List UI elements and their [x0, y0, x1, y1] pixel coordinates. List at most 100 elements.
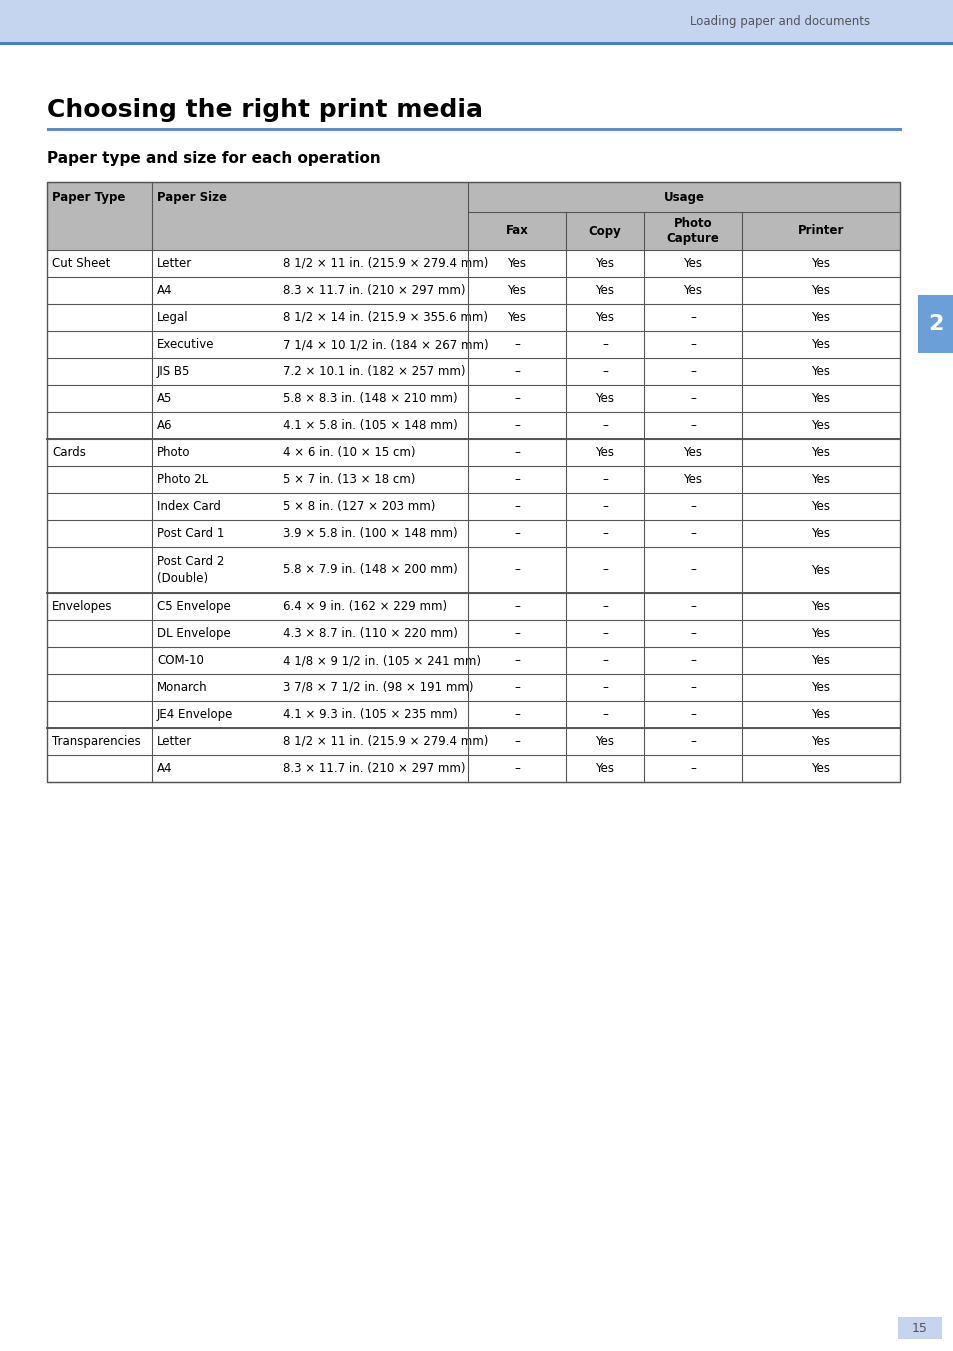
- Text: –: –: [689, 392, 695, 405]
- Text: 5 × 8 in. (127 × 203 mm): 5 × 8 in. (127 × 203 mm): [283, 500, 435, 513]
- Text: 6.4 × 9 in. (162 × 229 mm): 6.4 × 9 in. (162 × 229 mm): [283, 600, 447, 613]
- Text: JE4 Envelope: JE4 Envelope: [157, 708, 233, 721]
- Text: Yes: Yes: [682, 473, 701, 486]
- Text: Photo
Capture: Photo Capture: [666, 218, 719, 245]
- Text: –: –: [601, 419, 607, 432]
- Text: –: –: [514, 473, 519, 486]
- Text: Paper type and size for each operation: Paper type and size for each operation: [47, 150, 380, 166]
- Text: Paper Size: Paper Size: [157, 190, 227, 204]
- Text: 8.3 × 11.7 in. (210 × 297 mm): 8.3 × 11.7 in. (210 × 297 mm): [283, 762, 465, 775]
- Text: 7.2 × 10.1 in. (182 × 257 mm): 7.2 × 10.1 in. (182 × 257 mm): [283, 365, 465, 378]
- Text: –: –: [514, 446, 519, 459]
- Bar: [47, 182, 899, 782]
- Text: Usage: Usage: [662, 190, 703, 204]
- Bar: [917, 295, 953, 353]
- Text: Transparencies: Transparencies: [52, 735, 141, 748]
- Text: Yes: Yes: [507, 257, 526, 270]
- Text: –: –: [601, 708, 607, 721]
- Text: –: –: [689, 681, 695, 694]
- Text: –: –: [689, 563, 695, 577]
- Text: –: –: [689, 500, 695, 513]
- Text: –: –: [689, 338, 695, 351]
- Text: –: –: [514, 338, 519, 351]
- Text: C5 Envelope: C5 Envelope: [157, 600, 231, 613]
- Text: –: –: [514, 681, 519, 694]
- Text: Yes: Yes: [595, 392, 614, 405]
- Text: Yes: Yes: [595, 311, 614, 324]
- Text: 5.8 × 8.3 in. (148 × 210 mm): 5.8 × 8.3 in. (148 × 210 mm): [283, 392, 457, 405]
- Text: 5.8 × 7.9 in. (148 × 200 mm): 5.8 × 7.9 in. (148 × 200 mm): [283, 563, 457, 577]
- Bar: [47, 250, 899, 782]
- Text: Post Card 1: Post Card 1: [157, 527, 224, 540]
- Bar: [0, 42, 953, 45]
- Text: 8 1/2 × 11 in. (215.9 × 279.4 mm): 8 1/2 × 11 in. (215.9 × 279.4 mm): [283, 735, 488, 748]
- Text: COM-10: COM-10: [157, 654, 204, 667]
- Text: –: –: [601, 338, 607, 351]
- Text: 3 7/8 × 7 1/2 in. (98 × 191 mm): 3 7/8 × 7 1/2 in. (98 × 191 mm): [283, 681, 473, 694]
- Text: Yes: Yes: [595, 762, 614, 775]
- Text: –: –: [514, 762, 519, 775]
- Text: –: –: [689, 419, 695, 432]
- Text: 3.9 × 5.8 in. (100 × 148 mm): 3.9 × 5.8 in. (100 × 148 mm): [283, 527, 457, 540]
- Text: 4.1 × 5.8 in. (105 × 148 mm): 4.1 × 5.8 in. (105 × 148 mm): [283, 419, 457, 432]
- Text: 4 1/8 × 9 1/2 in. (105 × 241 mm): 4 1/8 × 9 1/2 in. (105 × 241 mm): [283, 654, 480, 667]
- Text: –: –: [601, 600, 607, 613]
- Text: 5 × 7 in. (13 × 18 cm): 5 × 7 in. (13 × 18 cm): [283, 473, 415, 486]
- Text: A6: A6: [157, 419, 172, 432]
- Text: –: –: [514, 708, 519, 721]
- Text: Cut Sheet: Cut Sheet: [52, 257, 111, 270]
- Text: –: –: [601, 500, 607, 513]
- Text: Yes: Yes: [811, 392, 830, 405]
- Text: –: –: [689, 527, 695, 540]
- Text: 15: 15: [911, 1321, 927, 1335]
- Text: –: –: [601, 627, 607, 640]
- Text: Yes: Yes: [811, 500, 830, 513]
- Text: Yes: Yes: [682, 446, 701, 459]
- Text: –: –: [601, 563, 607, 577]
- Text: Yes: Yes: [682, 284, 701, 297]
- Text: –: –: [514, 419, 519, 432]
- Text: Photo: Photo: [157, 446, 191, 459]
- Text: Yes: Yes: [811, 311, 830, 324]
- Text: Index Card: Index Card: [157, 500, 221, 513]
- Text: Loading paper and documents: Loading paper and documents: [689, 15, 869, 28]
- Text: Letter: Letter: [157, 257, 193, 270]
- Bar: [0, 0, 953, 42]
- Text: Photo 2L: Photo 2L: [157, 473, 208, 486]
- Bar: [897, 1317, 941, 1339]
- Text: Yes: Yes: [811, 419, 830, 432]
- Text: (Double): (Double): [157, 571, 208, 585]
- Bar: [47, 182, 899, 250]
- Text: –: –: [514, 654, 519, 667]
- Text: –: –: [514, 600, 519, 613]
- Text: –: –: [601, 365, 607, 378]
- Text: 4.3 × 8.7 in. (110 × 220 mm): 4.3 × 8.7 in. (110 × 220 mm): [283, 627, 457, 640]
- Text: Copy: Copy: [588, 224, 620, 238]
- Text: Yes: Yes: [811, 708, 830, 721]
- Text: A4: A4: [157, 284, 172, 297]
- Text: Yes: Yes: [811, 735, 830, 748]
- Bar: [47, 128, 901, 131]
- Text: Yes: Yes: [811, 762, 830, 775]
- Text: Printer: Printer: [797, 224, 843, 238]
- Text: Legal: Legal: [157, 311, 189, 324]
- Text: Envelopes: Envelopes: [52, 600, 112, 613]
- Text: Paper Type: Paper Type: [52, 190, 125, 204]
- Text: –: –: [689, 762, 695, 775]
- Bar: [47, 182, 899, 250]
- Text: A5: A5: [157, 392, 172, 405]
- Text: Post Card 2: Post Card 2: [157, 555, 224, 569]
- Text: –: –: [601, 473, 607, 486]
- Text: –: –: [689, 735, 695, 748]
- Text: 7 1/4 × 10 1/2 in. (184 × 267 mm): 7 1/4 × 10 1/2 in. (184 × 267 mm): [283, 338, 488, 351]
- Text: Yes: Yes: [811, 338, 830, 351]
- Text: 2: 2: [927, 313, 943, 334]
- Text: Executive: Executive: [157, 338, 214, 351]
- Text: –: –: [689, 627, 695, 640]
- Text: Yes: Yes: [682, 257, 701, 270]
- Text: JIS B5: JIS B5: [157, 365, 191, 378]
- Text: Letter: Letter: [157, 735, 193, 748]
- Text: –: –: [601, 527, 607, 540]
- Text: –: –: [689, 311, 695, 324]
- Text: –: –: [689, 708, 695, 721]
